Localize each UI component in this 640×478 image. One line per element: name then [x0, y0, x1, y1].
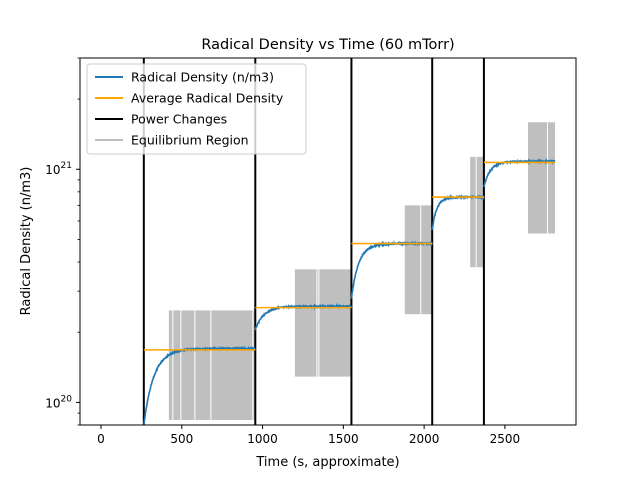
legend-label: Equilibrium Region	[131, 133, 249, 148]
legend: Radical Density (n/m3) Average Radical De…	[86, 63, 307, 155]
x-tick-label: 2500	[490, 432, 521, 446]
equilibrium-region	[294, 269, 352, 377]
equilibrium-region	[168, 310, 256, 421]
average-density-lines	[143, 161, 555, 351]
x-tick-label: 1500	[328, 432, 359, 446]
plot-frame	[79, 57, 577, 426]
x-tick-label: 1000	[247, 432, 278, 446]
legend-box	[86, 63, 307, 155]
x-tick-label: 0	[97, 432, 105, 446]
x-axis-label: Time (s, approximate)	[255, 455, 399, 470]
y-axis-label: Radical Density (n/m3)	[19, 167, 34, 316]
legend-label: Power Changes	[131, 112, 227, 127]
x-tick-label: 500	[170, 432, 193, 446]
radical-density-segment	[254, 302, 353, 331]
legend-label: Average Radical Density	[131, 91, 284, 106]
equilibrium-region	[527, 122, 555, 234]
equilibrium-region	[404, 205, 433, 315]
chart-title: Radical Density vs Time (60 mTorr)	[201, 37, 454, 53]
x-tick-label: 2000	[409, 432, 440, 446]
legend-label: Radical Density (n/m3)	[131, 70, 274, 85]
x-axis: 0 500 1000 1500 2000 2500	[97, 425, 520, 446]
equilibrium-regions	[168, 122, 555, 421]
